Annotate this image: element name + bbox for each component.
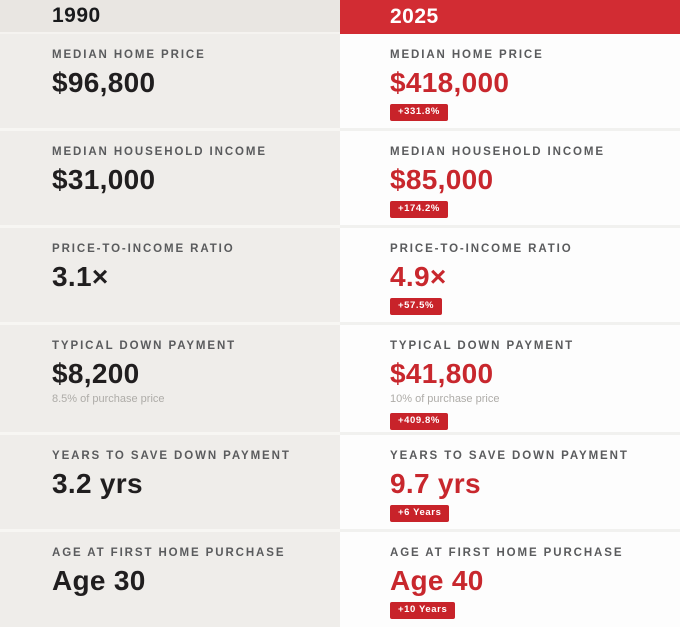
change-badge: +409.8%: [390, 413, 448, 430]
change-badge: +10 Years: [390, 602, 456, 619]
metric-cell-2025: YEARS TO SAVE DOWN PAYMENT 9.7 yrs +6 Ye…: [340, 435, 680, 532]
metric-subtext: 10% of purchase price: [390, 393, 500, 405]
metric-value: 9.7 yrs: [390, 468, 481, 499]
change-badge: +174.2%: [390, 201, 448, 218]
metric-cell-1990: YEARS TO SAVE DOWN PAYMENT 3.2 yrs: [0, 435, 340, 532]
metric-cell-2025: TYPICAL DOWN PAYMENT $41,800 10% of purc…: [340, 325, 680, 435]
metric-value: $85,000: [390, 164, 494, 195]
metric-cell-2025: MEDIAN HOME PRICE $418,000 +331.8%: [340, 34, 680, 131]
metric-value: Age 30: [52, 565, 146, 596]
table-row-median-home-price: MEDIAN HOME PRICE $96,800 MEDIAN HOME PR…: [0, 34, 680, 131]
metric-label: YEARS TO SAVE DOWN PAYMENT: [52, 450, 291, 462]
change-badge: +331.8%: [390, 104, 448, 121]
metric-value: $418,000: [390, 67, 510, 98]
metric-subtext: 8.5% of purchase price: [52, 393, 165, 405]
metric-label: AGE AT FIRST HOME PURCHASE: [52, 547, 286, 559]
column-header-1990: 1990: [0, 0, 340, 34]
metric-label: PRICE-TO-INCOME RATIO: [390, 243, 573, 255]
metric-value: $96,800: [52, 67, 156, 98]
change-badge: +57.5%: [390, 298, 443, 315]
metric-label: AGE AT FIRST HOME PURCHASE: [390, 547, 624, 559]
table-row-median-household-income: MEDIAN HOUSEHOLD INCOME $31,000 MEDIAN H…: [0, 131, 680, 228]
metric-label: YEARS TO SAVE DOWN PAYMENT: [390, 450, 629, 462]
metric-label: MEDIAN HOME PRICE: [390, 49, 544, 61]
metric-value: 4.9×: [390, 261, 447, 292]
table-row-typical-down-payment: TYPICAL DOWN PAYMENT $8,200 8.5% of purc…: [0, 325, 680, 435]
metric-cell-2025: AGE AT FIRST HOME PURCHASE Age 40 +10 Ye…: [340, 532, 680, 627]
metric-label: MEDIAN HOUSEHOLD INCOME: [52, 146, 267, 158]
header-row: 1990 2025: [0, 0, 680, 34]
table-row-age-first-purchase: AGE AT FIRST HOME PURCHASE Age 30 AGE AT…: [0, 532, 680, 627]
metric-value: $31,000: [52, 164, 156, 195]
metric-value: 3.1×: [52, 261, 109, 292]
metric-label: TYPICAL DOWN PAYMENT: [390, 340, 575, 352]
table-row-years-to-save: YEARS TO SAVE DOWN PAYMENT 3.2 yrs YEARS…: [0, 435, 680, 532]
column-header-2025: 2025: [340, 0, 680, 34]
metric-cell-1990: MEDIAN HOUSEHOLD INCOME $31,000: [0, 131, 340, 228]
metric-label: PRICE-TO-INCOME RATIO: [52, 243, 235, 255]
metric-value: $41,800: [390, 358, 494, 389]
metric-label: TYPICAL DOWN PAYMENT: [52, 340, 237, 352]
metric-cell-1990: TYPICAL DOWN PAYMENT $8,200 8.5% of purc…: [0, 325, 340, 435]
metric-cell-2025: PRICE-TO-INCOME RATIO 4.9× +57.5%: [340, 228, 680, 325]
metric-cell-2025: MEDIAN HOUSEHOLD INCOME $85,000 +174.2%: [340, 131, 680, 228]
metric-cell-1990: MEDIAN HOME PRICE $96,800: [0, 34, 340, 131]
metric-value: 3.2 yrs: [52, 468, 143, 499]
metric-cell-1990: PRICE-TO-INCOME RATIO 3.1×: [0, 228, 340, 325]
metric-value: Age 40: [390, 565, 484, 596]
metric-label: MEDIAN HOME PRICE: [52, 49, 206, 61]
metric-label: MEDIAN HOUSEHOLD INCOME: [390, 146, 605, 158]
table-row-price-to-income-ratio: PRICE-TO-INCOME RATIO 3.1× PRICE-TO-INCO…: [0, 228, 680, 325]
metric-value: $8,200: [52, 358, 140, 389]
metric-cell-1990: AGE AT FIRST HOME PURCHASE Age 30: [0, 532, 340, 627]
change-badge: +6 Years: [390, 505, 450, 522]
